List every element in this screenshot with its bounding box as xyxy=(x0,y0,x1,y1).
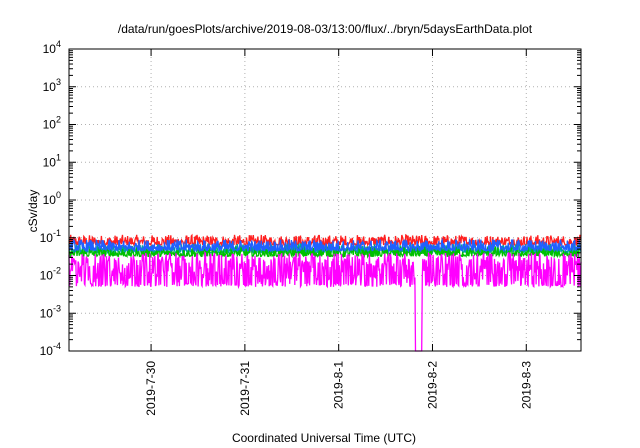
y-tick-label: 101 xyxy=(43,152,61,169)
chart-title: /data/run/goesPlots/archive/2019-08-03/1… xyxy=(118,22,533,36)
x-tick-label: 2019-8-2 xyxy=(425,361,439,409)
x-axis-label: Coordinated Universal Time (UTC) xyxy=(232,431,416,445)
y-tick-label: 10-3 xyxy=(40,303,61,320)
series-line xyxy=(68,233,582,248)
y-tick-label: 102 xyxy=(43,115,61,132)
series-line xyxy=(68,250,582,352)
y-axis: 10-4 10-3 10-2 10-1 100 101 102 103 104 xyxy=(40,39,581,358)
x-tick-label: 2019-8-3 xyxy=(519,361,533,409)
y-tick-label: 103 xyxy=(43,77,61,94)
y-tick-label: 10-4 xyxy=(40,341,61,358)
series-layer xyxy=(68,233,582,352)
series-line xyxy=(68,241,582,256)
y-tick-label: 10-1 xyxy=(40,228,61,245)
x-tick-label: 2019-7-30 xyxy=(144,361,158,416)
series-line xyxy=(68,237,582,254)
x-tick-label: 2019-7-31 xyxy=(238,361,252,416)
x-tick-label: 2019-8-1 xyxy=(332,361,346,409)
y-tick-label: 10-2 xyxy=(40,266,61,283)
grid xyxy=(69,49,581,351)
y-axis-label: cSv/day xyxy=(26,190,40,233)
x-axis: 2019-7-30 2019-7-31 2019-8-1 2019-8-2 2019-8… xyxy=(144,49,533,416)
y-tick-label: 104 xyxy=(43,39,61,56)
y-tick-label: 100 xyxy=(43,190,61,207)
